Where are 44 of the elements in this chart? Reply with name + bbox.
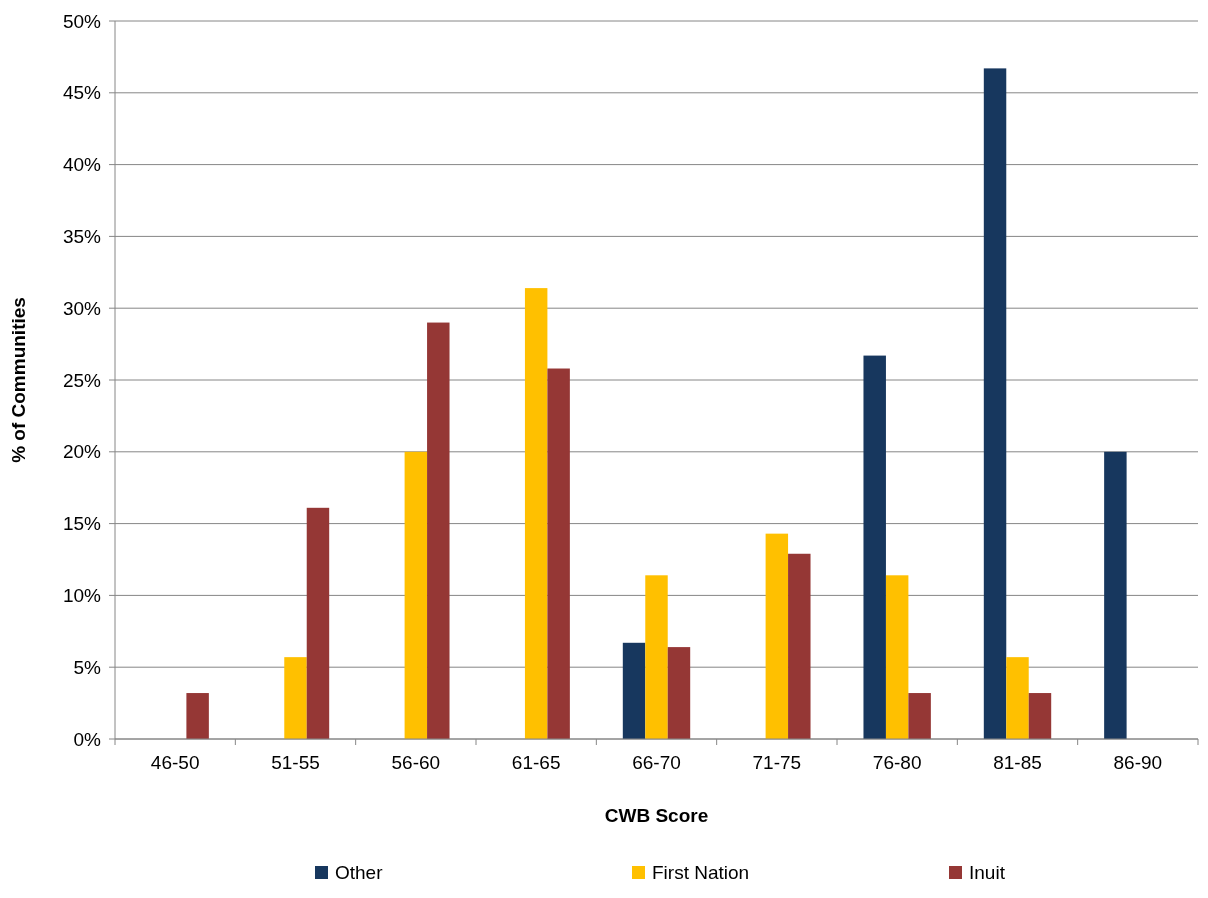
x-tick-label: 46-50 xyxy=(150,752,200,773)
y-tick-label: 35% xyxy=(62,226,102,248)
bar xyxy=(765,533,789,739)
x-tick-label: 81-85 xyxy=(993,752,1042,773)
bar xyxy=(788,553,811,739)
bar xyxy=(284,657,307,739)
bar xyxy=(547,368,570,739)
bar xyxy=(186,693,209,739)
x-tick-label: 76-80 xyxy=(872,752,922,773)
y-axis-title: % of Communities xyxy=(8,297,29,463)
y-tick-label: 10% xyxy=(62,585,102,607)
bar xyxy=(404,451,428,739)
x-tick-label: 51-55 xyxy=(271,752,320,773)
bar xyxy=(667,647,691,739)
bar xyxy=(908,693,931,739)
y-tick-label: 25% xyxy=(62,369,102,391)
legend-label: Other xyxy=(335,862,384,883)
legend-label: First Nation xyxy=(652,862,750,883)
y-tick-label: 20% xyxy=(62,441,102,463)
x-tick-label: 61-65 xyxy=(511,752,561,773)
legend-label: Inuit xyxy=(969,862,1006,883)
y-tick-label: 45% xyxy=(62,82,102,104)
x-tick-label: 71-75 xyxy=(752,752,802,773)
bar xyxy=(1006,657,1029,739)
bar xyxy=(306,507,330,739)
y-tick-label: 50% xyxy=(62,10,102,32)
y-tick-label: 15% xyxy=(62,513,102,535)
x-tick-label: 56-60 xyxy=(391,752,441,773)
y-tick-label: 30% xyxy=(62,297,102,319)
bar xyxy=(983,68,1007,739)
bar xyxy=(645,575,668,739)
x-tick-label: 66-70 xyxy=(632,752,681,773)
x-tick-label: 86-90 xyxy=(1113,752,1163,773)
x-axis-title: CWB Score xyxy=(604,805,709,826)
y-tick-label: 0% xyxy=(73,728,102,750)
bar xyxy=(885,575,909,739)
bar xyxy=(622,642,646,739)
bar xyxy=(427,322,450,739)
bar xyxy=(1028,693,1052,739)
bar xyxy=(1104,451,1127,739)
bar xyxy=(863,355,886,739)
y-tick-label: 40% xyxy=(62,154,102,176)
bar xyxy=(524,288,548,739)
y-tick-label: 5% xyxy=(73,656,102,678)
